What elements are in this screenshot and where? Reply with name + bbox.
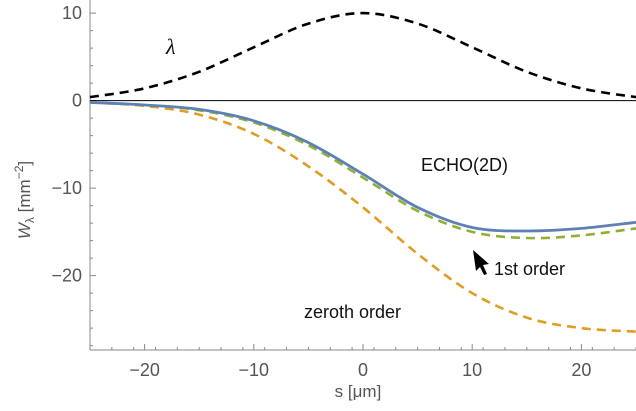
x-tick-label-4: 20 — [571, 360, 591, 380]
y-axis-title-sub: λ — [23, 217, 37, 223]
series-echo-line — [89, 101, 636, 233]
series-zeroth-line — [89, 101, 636, 333]
y-axis-title-unit: [mm — [15, 179, 34, 217]
y-tick-label-1: 0 — [72, 91, 82, 111]
annotation-zeroth-order: zeroth order — [304, 302, 401, 322]
y-axis-title-close: ] — [15, 161, 34, 166]
y-axis-title-main: W — [15, 221, 34, 239]
annotation-lambda: λ — [165, 34, 176, 59]
x-tick-label-1: −10 — [239, 360, 270, 380]
y-axis-title-exp: −2 — [12, 165, 26, 179]
annotation-echo: ECHO(2D) — [421, 155, 508, 175]
series-lambda-line — [89, 11, 636, 99]
arrow-icon — [473, 250, 489, 275]
y-tick-label-0: 10 — [62, 3, 82, 23]
y-tick-label-3: −20 — [51, 266, 82, 286]
y-axis-title: Wλ [mm−2] — [12, 161, 37, 239]
axes: −20 −10 0 10 20 10 0 −10 −20 — [51, 0, 636, 380]
annotation-1st-order: 1st order — [494, 259, 565, 279]
plot-area — [89, 11, 636, 333]
series-first-line — [89, 101, 636, 240]
x-axis-title: s [μm] — [335, 382, 382, 401]
x-tick-label-3: 10 — [462, 360, 482, 380]
y-tick-label-2: −10 — [51, 178, 82, 198]
x-tick-label-0: −20 — [129, 360, 160, 380]
x-tick-label-2: 0 — [358, 360, 368, 380]
